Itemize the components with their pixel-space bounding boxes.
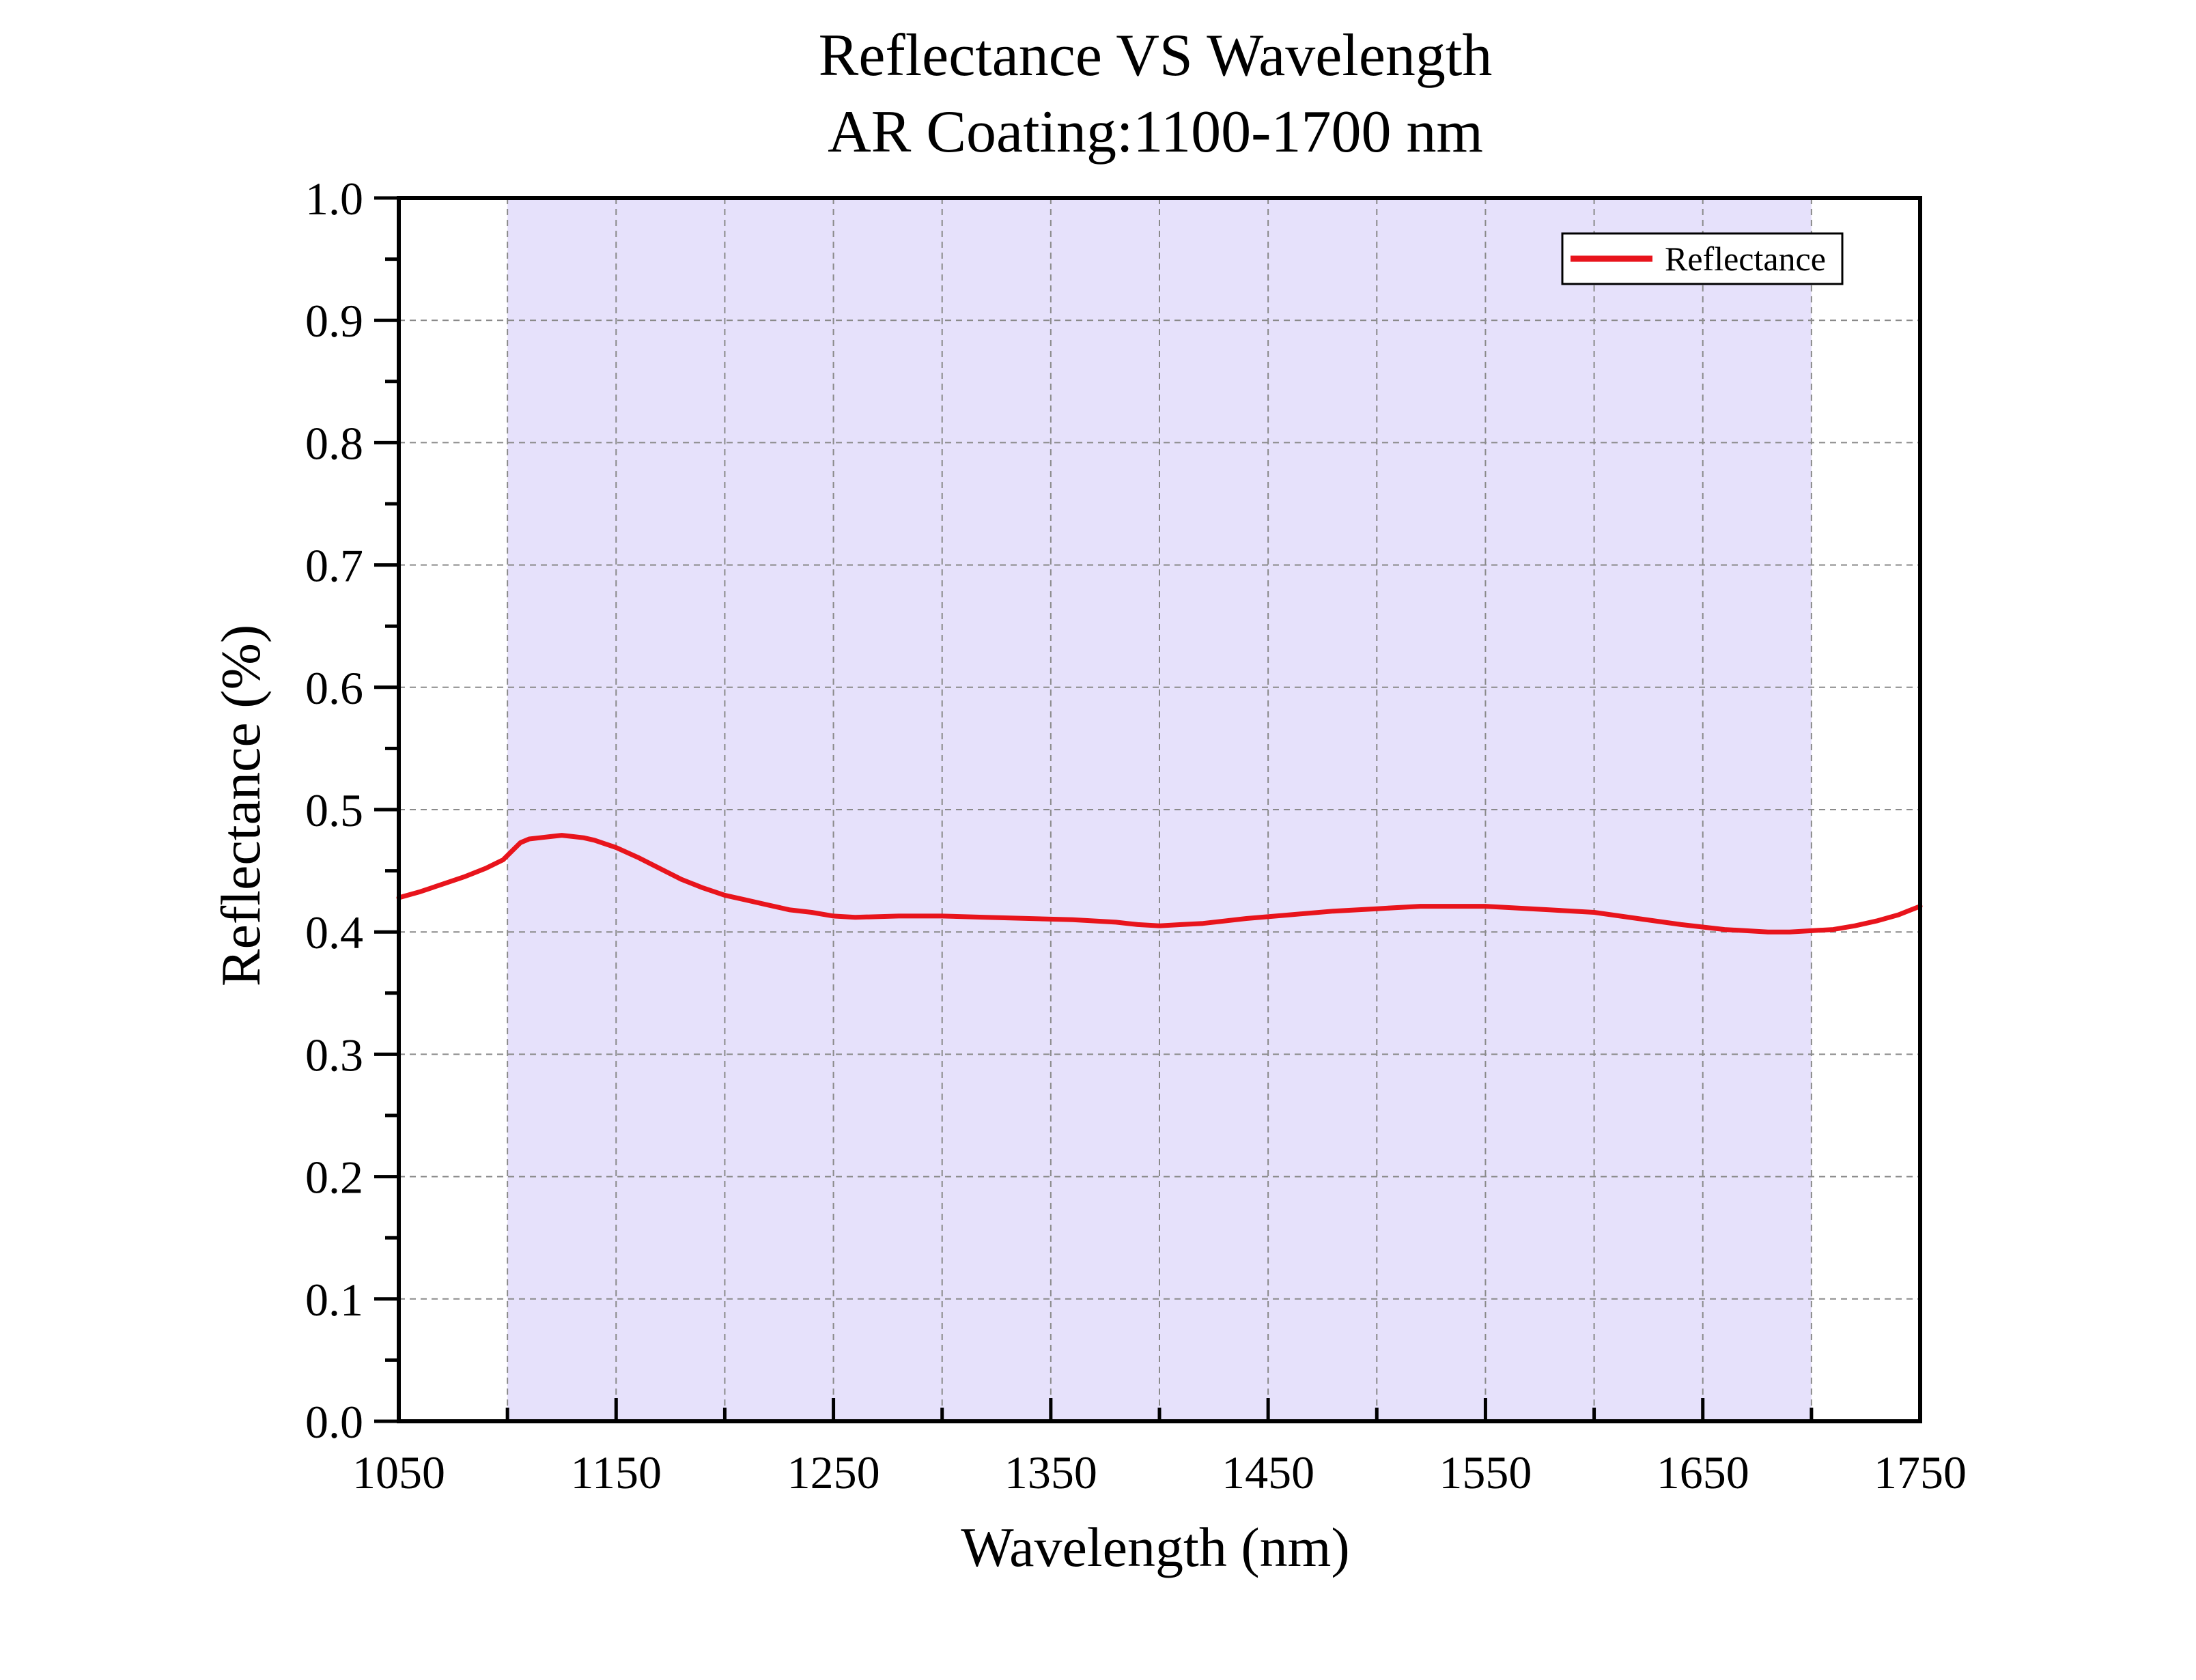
y-tick-label: 0.6 xyxy=(305,662,363,714)
y-tick-label: 0.9 xyxy=(305,295,363,347)
y-tick-label: 0.8 xyxy=(305,417,363,469)
chart-title: Reflectance VS Wavelength xyxy=(819,23,1493,89)
y-tick-label: 0.1 xyxy=(305,1274,363,1326)
chart-subtitle: AR Coating:1100-1700 nm xyxy=(828,99,1483,165)
plot-area: 0.0 0.1 0.2 0.3 0.4 0.5 0.6 0.7 0.8 0.9 1.0 1050 115… xyxy=(305,173,1967,1498)
x-axis-label: Wavelength (nm) xyxy=(961,1516,1349,1578)
y-tick-label: 1.0 xyxy=(305,173,363,225)
x-tick-label: 1050 xyxy=(352,1447,445,1498)
series-line-reflectance xyxy=(396,833,1923,935)
y-tick-label: 0.5 xyxy=(305,784,363,836)
y-tick-label: 0.4 xyxy=(305,907,363,958)
x-tick-label: 1350 xyxy=(1004,1447,1097,1498)
x-tick-label: 1150 xyxy=(571,1447,662,1498)
x-tick-label: 1550 xyxy=(1439,1447,1532,1498)
y-tick-label: 0.0 xyxy=(305,1396,363,1448)
legend-label: Reflectance xyxy=(1665,240,1826,278)
x-tick-label: 1650 xyxy=(1657,1447,1749,1498)
y-axis-label: Reflectance (%) xyxy=(210,625,272,986)
x-tick-label: 1450 xyxy=(1222,1447,1314,1498)
legend: Reflectance xyxy=(1561,232,1844,285)
x-tick-label: 1250 xyxy=(787,1447,880,1498)
y-tick-label: 0.7 xyxy=(305,540,363,592)
x-tick-label: 1750 xyxy=(1874,1447,1967,1498)
y-tick-label: 0.3 xyxy=(305,1029,363,1081)
y-tick-label: 0.2 xyxy=(305,1152,363,1204)
